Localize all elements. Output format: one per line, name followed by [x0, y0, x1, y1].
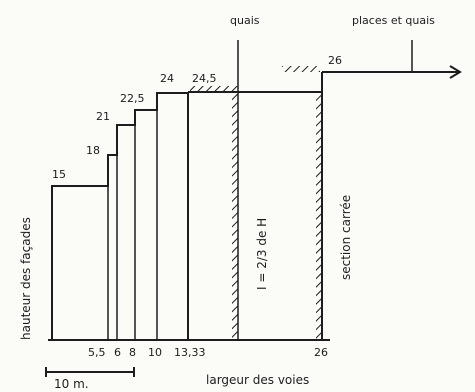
height-label: 21 — [96, 110, 110, 123]
label-quais: quais — [230, 14, 260, 27]
scale-label: 10 m. — [54, 377, 89, 391]
x-axis-label: largeur des voies — [206, 373, 309, 387]
section-label: section carrée — [339, 195, 353, 280]
hatch-top-quais — [190, 86, 238, 92]
width-tick-label: 8 — [129, 346, 136, 359]
height-label: 18 — [86, 144, 100, 157]
hatch-places-top — [282, 66, 320, 72]
height-label: 22,5 — [120, 92, 145, 105]
height-label: 24 — [160, 72, 174, 85]
width-tick-label: 13,33 — [174, 346, 206, 359]
y-axis-label: hauteur des façades — [19, 217, 33, 340]
width-tick-label: 10 — [148, 346, 162, 359]
rule-label: I = 2/3 de H — [255, 218, 269, 290]
hatch-places-vertical — [316, 92, 322, 340]
hatch-quais-vertical — [232, 94, 238, 340]
height-label: 26 — [328, 54, 342, 67]
width-tick-label: 5,5 — [88, 346, 106, 359]
height-label: 24,5 — [192, 72, 217, 85]
label-places-et-quais: places et quais — [352, 14, 435, 27]
width-tick-label: 6 — [114, 346, 121, 359]
facade-profile-outline — [52, 93, 188, 340]
width-tick-label: 26 — [314, 346, 328, 359]
height-label: 15 — [52, 168, 66, 181]
